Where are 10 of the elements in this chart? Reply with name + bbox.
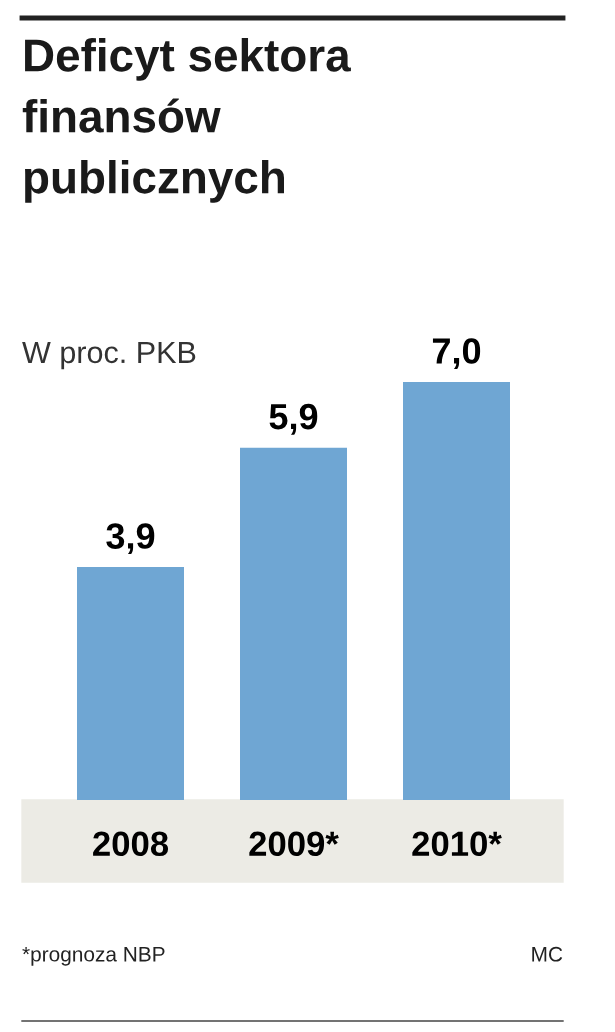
data-label: 5,9 xyxy=(269,403,318,435)
data-label: 3,9 xyxy=(106,523,155,555)
chart-subtitle: W proc. PKB xyxy=(22,341,196,370)
text: MC xyxy=(532,946,563,962)
chart-title: Deficyt sektora finansów publicznych xyxy=(22,38,351,203)
text: *prognoza NBP xyxy=(22,947,165,966)
data-label: 7,0 xyxy=(432,338,481,369)
x-tick-label: 2008 xyxy=(93,831,169,857)
x-tick-label: 2009* xyxy=(249,831,339,857)
x-tick-label: 2010* xyxy=(412,831,502,857)
